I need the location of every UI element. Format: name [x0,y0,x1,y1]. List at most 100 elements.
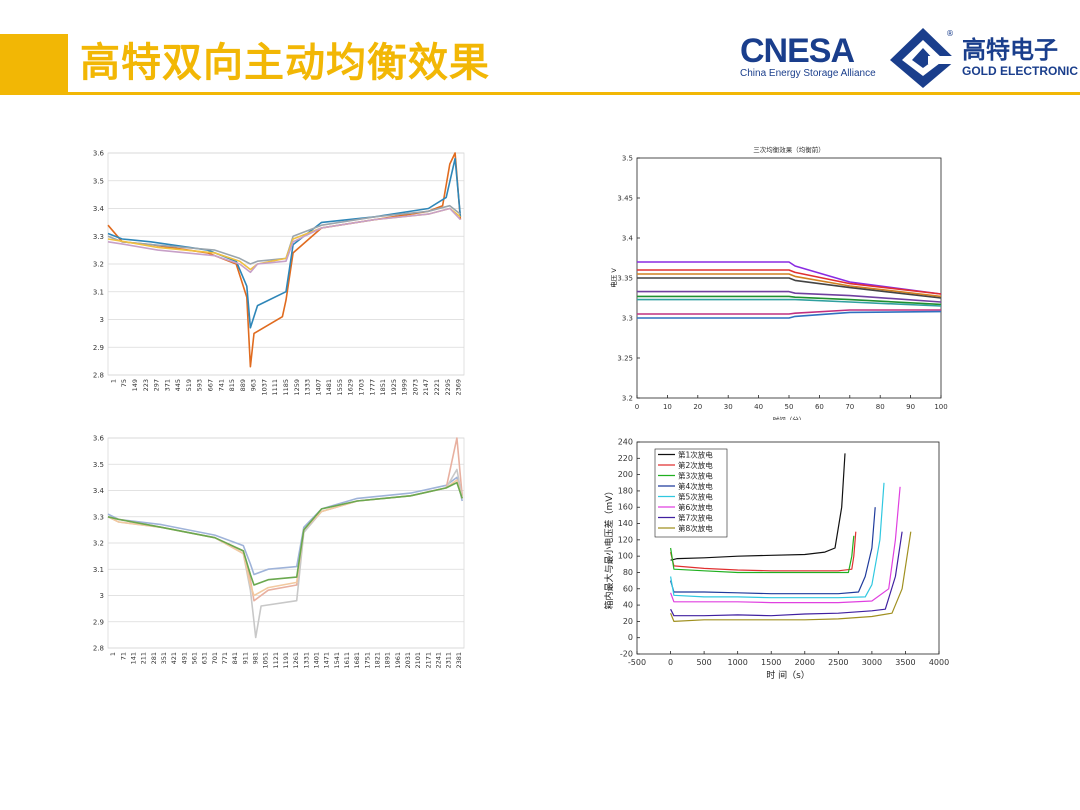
x-tick-label: 2101 [414,652,422,669]
x-tick-label: 1999 [401,379,409,396]
series-line-2 [637,269,942,295]
page-title: 高特双向主动均衡效果 [80,40,490,86]
x-tick-label: 71 [119,652,127,660]
x-tick-label: 1777 [368,379,376,396]
x-tick-label: 2221 [433,379,441,396]
x-tick-label: 0 [668,658,673,667]
x-tick-label: 1471 [323,652,331,669]
x-tick-label: 701 [211,652,219,664]
series-line-5 [670,482,885,599]
x-tick-label: 0 [635,403,639,411]
x-tick-label: 1611 [343,652,351,669]
y-tick-label: 180 [618,486,633,495]
y-tick-label: 200 [618,470,633,479]
x-tick-label: 561 [190,652,198,664]
x-tick-label: 351 [160,652,168,664]
x-tick-label: 1261 [292,652,300,669]
series-line-3 [107,468,463,639]
x-tick-label: 2000 [795,658,815,667]
y-tick-label: 120 [618,535,633,544]
series-line-1 [107,476,463,576]
x-tick-label: 2369 [455,379,463,396]
gold-electronic-logo-icon: ® [890,28,958,88]
x-tick-label: 593 [196,379,204,391]
title-accent-bar [0,34,68,92]
y-tick-label: 140 [618,519,633,528]
series-line-5 [637,290,942,303]
x-tick-label: 1961 [394,652,402,669]
x-tick-label: 1401 [313,652,321,669]
y-tick-label: 3.1 [93,288,104,296]
chart-title: 三次均衡效果（均衡前） [753,145,825,154]
y-tick-label: 3.6 [93,435,105,443]
y-tick-label: 3.2 [622,395,633,403]
x-tick-label: 100 [934,403,947,411]
x-tick-label: 1331 [302,652,310,669]
y-tick-label: 3.35 [617,275,633,283]
x-tick-label: 1500 [761,658,781,667]
x-tick-label: 1555 [336,379,344,396]
x-tick-label: 1000 [727,658,747,667]
y-tick-label: 2.9 [93,344,104,352]
x-tick-label: 1541 [333,652,341,669]
x-tick-label: 1821 [374,652,382,669]
x-tick-label: 2381 [455,652,463,669]
y-axis-label: 电压 V [609,268,618,288]
x-tick-label: 30 [724,403,733,411]
x-tick-label: 2311 [445,652,453,669]
y-tick-label: 20 [623,617,633,626]
x-tick-label: 491 [180,652,188,664]
y-tick-label: 3.4 [93,487,105,495]
y-tick-label: 0 [628,633,633,642]
x-tick-label: 667 [206,379,214,391]
y-tick-label: -20 [620,650,633,659]
legend-label: 第3次放电 [678,471,713,481]
x-tick-label: 421 [170,652,178,664]
x-tick-label: 1 [109,379,117,383]
x-tick-label: 371 [163,379,171,391]
x-tick-label: 815 [228,379,236,391]
x-axis-label: 时间（分） [773,415,806,420]
y-tick-label: 3 [100,316,104,324]
x-tick-label: 1681 [353,652,361,669]
y-axis-label: 箱内最大与最小电压差（mV） [603,487,615,610]
y-tick-label: 3.45 [617,195,633,203]
x-tick-label: 281 [150,652,158,664]
series-line-3 [637,273,942,298]
plot-frame [636,441,940,655]
x-tick-label: 1925 [390,379,398,396]
x-tick-label: 3500 [895,658,915,667]
x-tick-label: 1851 [379,379,387,396]
legend-label: 第1次放电 [678,450,713,460]
series-line-2 [107,437,463,602]
x-tick-label: 2241 [435,652,443,669]
x-tick-label: 1051 [262,652,270,669]
x-tick-label: 741 [217,379,225,391]
gold-electronic-en: GOLD ELECTRONIC [962,64,1078,78]
series-line-8 [637,309,941,315]
x-tick-label: 841 [231,652,239,664]
legend-label: 第6次放电 [678,502,713,512]
x-tick-label: 50 [785,403,794,411]
x-tick-label: 2073 [411,379,419,396]
x-tick-label: 4000 [929,658,949,667]
legend-label: 第8次放电 [678,523,713,533]
cnesa-logo-subtitle: China Energy Storage Alliance [740,68,876,79]
x-tick-label: 10 [663,403,672,411]
cnesa-logo: CNESA China Energy Storage Alliance [740,34,880,82]
y-tick-label: 3.5 [93,461,104,469]
series-line-5 [107,207,461,274]
y-tick-label: 3.5 [622,155,633,163]
x-tick-label: 297 [153,379,161,391]
x-tick-label: 1333 [304,379,312,396]
series-line-6 [637,295,942,306]
legend-label: 第4次放电 [678,481,713,491]
cnesa-logo-text: CNESA [740,32,855,70]
x-tick-label: 981 [251,652,259,664]
x-tick-label: 149 [131,379,139,391]
series-line-5 [107,481,463,586]
x-tick-label: 2500 [828,658,848,667]
y-tick-label: 3.3 [93,233,104,241]
x-tick-label: 70 [845,403,854,411]
x-tick-label: 20 [693,403,702,411]
